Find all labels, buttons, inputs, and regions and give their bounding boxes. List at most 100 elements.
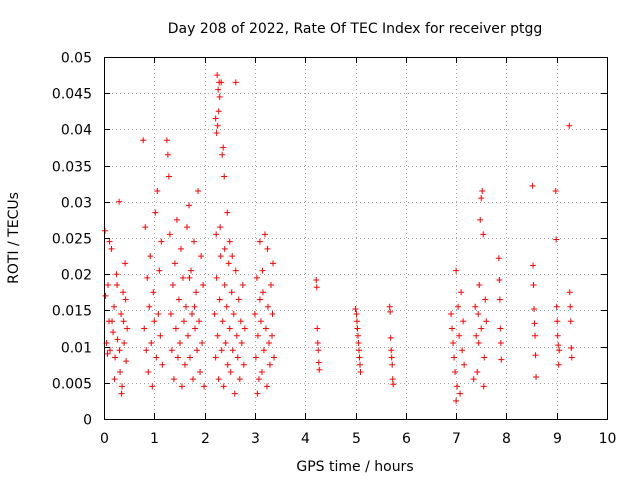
data-point: [553, 303, 560, 310]
data-point: [355, 339, 362, 346]
y-tick-label: 0: [83, 413, 92, 429]
data-point: [102, 292, 109, 299]
x-tick-label: 0: [100, 431, 109, 447]
data-point: [454, 383, 461, 390]
data-point: [554, 332, 561, 339]
data-point: [313, 284, 320, 291]
data-point: [480, 383, 487, 390]
data-point: [458, 289, 465, 296]
data-point: [119, 383, 126, 390]
y-tick-label: 0.015: [52, 304, 92, 320]
data-point: [150, 289, 157, 296]
data-point: [171, 260, 178, 267]
data-point: [116, 198, 123, 205]
data-point: [532, 332, 539, 339]
data-point: [114, 336, 121, 343]
data-point: [111, 376, 118, 383]
data-point: [146, 303, 153, 310]
x-tick-label: 6: [402, 431, 411, 447]
y-tick-label: 0.03: [61, 196, 92, 212]
data-point: [120, 289, 127, 296]
y-tick-label: 0.01: [61, 341, 92, 357]
data-point: [387, 308, 394, 315]
data-point: [122, 260, 129, 267]
data-point: [230, 311, 237, 318]
data-point: [566, 289, 573, 296]
data-point: [172, 325, 179, 332]
data-point: [177, 245, 184, 252]
data-point: [123, 358, 130, 365]
data-point: [109, 318, 116, 325]
data-point: [480, 231, 487, 238]
y-tick-label: 0.04: [61, 123, 92, 139]
data-point: [264, 245, 271, 252]
data-point: [197, 368, 204, 375]
data-point: [354, 325, 361, 332]
data-point: [141, 325, 148, 332]
data-point: [457, 390, 464, 397]
x-tick-label: 4: [301, 431, 310, 447]
data-point: [148, 339, 155, 346]
x-tick-label: 5: [352, 431, 361, 447]
data-point: [224, 361, 231, 368]
y-tick-label: 0.025: [52, 232, 92, 248]
data-point: [477, 216, 484, 223]
data-point: [314, 325, 321, 332]
y-tick-label: 0.035: [52, 160, 92, 176]
data-point: [388, 354, 395, 361]
data-point: [157, 332, 164, 339]
data-point: [390, 381, 397, 388]
data-point: [219, 318, 226, 325]
data-point: [567, 318, 574, 325]
data-point: [232, 79, 239, 86]
data-point: [108, 245, 115, 252]
data-point: [269, 311, 276, 318]
data-point: [181, 361, 188, 368]
data-point: [214, 72, 221, 79]
data-point: [156, 267, 163, 274]
data-point: [556, 347, 563, 354]
data-point: [151, 318, 158, 325]
data-point: [497, 325, 504, 332]
data-point: [232, 267, 239, 274]
data-point: [555, 342, 562, 349]
data-point: [185, 332, 192, 339]
x-tick-label: 8: [502, 431, 511, 447]
grid: [104, 57, 607, 419]
data-point: [266, 361, 273, 368]
data-point: [213, 274, 220, 281]
data-point: [218, 347, 225, 354]
data-point: [147, 253, 154, 260]
data-point: [356, 347, 363, 354]
data-point: [475, 339, 482, 346]
data-point: [120, 318, 127, 325]
data-point: [102, 227, 109, 234]
data-point: [253, 274, 260, 281]
data-point: [211, 311, 218, 318]
data-point: [215, 376, 222, 383]
data-point: [259, 289, 266, 296]
data-point: [568, 354, 575, 361]
x-tick-label: 9: [553, 431, 562, 447]
data-point: [167, 311, 174, 318]
data-point: [236, 376, 243, 383]
data-point: [251, 311, 258, 318]
data-point: [159, 361, 166, 368]
chart-title: Day 208 of 2022, Rate Of TEC Index for r…: [168, 21, 543, 37]
data-point: [496, 296, 503, 303]
data-point: [258, 368, 265, 375]
data-point: [231, 390, 238, 397]
data-point: [453, 267, 460, 274]
data-point: [149, 383, 156, 390]
data-point: [188, 267, 195, 274]
data-point: [173, 216, 180, 223]
data-point: [498, 356, 505, 363]
data-point: [121, 339, 128, 346]
data-point: [567, 303, 574, 310]
data-point: [228, 289, 235, 296]
data-point: [254, 332, 261, 339]
data-point: [198, 253, 205, 260]
data-point: [195, 187, 202, 194]
data-point: [153, 354, 160, 361]
data-point: [496, 276, 503, 283]
